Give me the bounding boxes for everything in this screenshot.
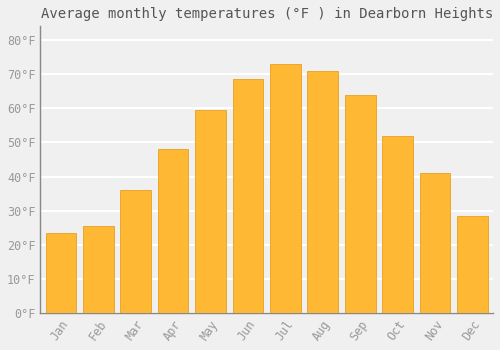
- Bar: [270, 64, 300, 313]
- Title: Average monthly temperatures (°F ) in Dearborn Heights: Average monthly temperatures (°F ) in De…: [40, 7, 493, 21]
- Bar: [457, 216, 488, 313]
- Bar: [158, 149, 188, 313]
- Bar: [232, 79, 264, 313]
- Bar: [46, 233, 76, 313]
- Bar: [308, 71, 338, 313]
- Bar: [120, 190, 151, 313]
- Bar: [195, 110, 226, 313]
- Bar: [83, 226, 114, 313]
- Bar: [345, 94, 376, 313]
- Bar: [382, 135, 413, 313]
- Bar: [420, 173, 450, 313]
